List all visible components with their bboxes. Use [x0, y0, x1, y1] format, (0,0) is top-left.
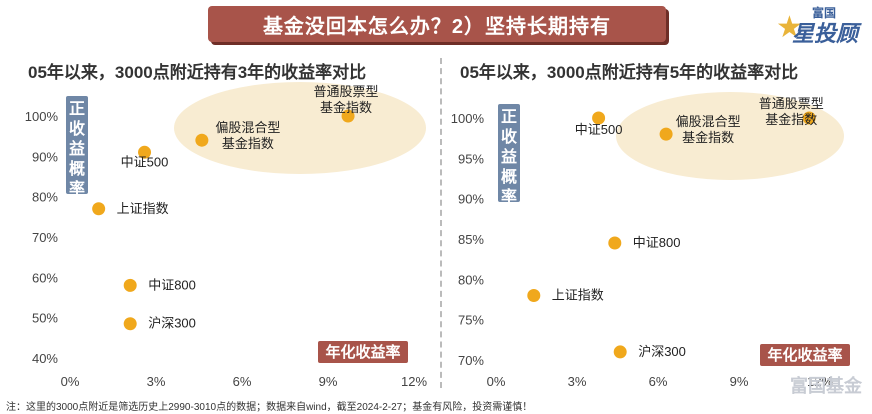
y-tick-label: 90% — [32, 149, 58, 164]
x-axis-label: 年化收益率 — [325, 343, 400, 361]
chart-divider — [440, 58, 442, 388]
data-point-label: 中证500 — [575, 122, 623, 137]
y-tick-label: 100% — [25, 109, 59, 124]
x-tick-label: 6% — [233, 374, 252, 389]
y-tick-label: 95% — [458, 151, 484, 166]
data-point-label: 中证800 — [148, 277, 196, 292]
chart-title-left: 05年以来，3000点附近持有3年的收益率对比 — [28, 63, 367, 82]
y-tick-label: 70% — [32, 230, 58, 245]
data-point — [659, 127, 673, 141]
data-point — [123, 278, 137, 292]
x-axis-label: 年化收益率 — [767, 346, 842, 364]
y-axis-label-box — [498, 104, 520, 202]
footnote: 注：这里的3000点附近是筛选历史上2990-3010点的数据；数据来自wind… — [6, 402, 533, 413]
data-point-label: 沪深300 — [148, 316, 196, 331]
data-point-label: 中证800 — [633, 235, 681, 250]
data-point — [613, 345, 627, 359]
y-axis-label: 正收益概率 — [69, 101, 85, 198]
logo-top-text: 富国 — [812, 6, 837, 20]
star-icon: ★ — [776, 11, 803, 44]
data-point — [592, 111, 606, 125]
data-point — [608, 236, 622, 250]
y-tick-label: 90% — [458, 192, 484, 207]
y-tick-label: 50% — [32, 311, 58, 326]
highlight-ellipse-0 — [174, 82, 426, 174]
x-tick-label: 0% — [61, 374, 80, 389]
y-tick-label: 60% — [32, 270, 58, 285]
data-point — [195, 133, 209, 147]
x-tick-label: 0% — [487, 374, 506, 389]
x-tick-label: 6% — [649, 374, 668, 389]
chart-title-right: 05年以来，3000点附近持有5年的收益率对比 — [460, 63, 799, 82]
data-point — [341, 109, 355, 123]
data-point — [527, 288, 541, 302]
y-tick-label: 80% — [32, 190, 58, 205]
data-point — [92, 202, 106, 216]
x-axis-label-box — [760, 344, 850, 366]
data-point-label: 上证指数 — [117, 201, 169, 216]
x-tick-label: 12% — [807, 374, 833, 389]
y-axis-label: 正收益概率 — [501, 109, 517, 206]
y-tick-label: 100% — [451, 111, 485, 126]
x-tick-label: 12% — [401, 374, 427, 389]
data-point — [123, 317, 137, 331]
brand-logo: ★ 富国 星投顾 — [776, 2, 868, 48]
data-point-label: 上证指数 — [552, 287, 604, 302]
data-point — [138, 145, 152, 159]
y-tick-label: 70% — [458, 353, 484, 368]
y-tick-label: 40% — [32, 351, 58, 366]
data-point-label: 普通股票型基金指数 — [759, 96, 824, 127]
y-tick-label: 85% — [458, 232, 484, 247]
data-point-label: 偏股混合型基金指数 — [215, 120, 280, 151]
watermark: 富国基金 — [790, 376, 862, 396]
data-point-label: 普通股票型基金指数 — [314, 84, 379, 115]
y-tick-label: 75% — [458, 313, 484, 328]
data-point-label: 沪深300 — [638, 344, 686, 359]
x-tick-label: 3% — [568, 374, 587, 389]
data-point — [802, 111, 816, 125]
logo-main-text: 星投顾 — [792, 21, 859, 46]
data-point-label: 偏股混合型基金指数 — [676, 114, 741, 145]
data-point-label: 中证500 — [121, 154, 169, 169]
x-tick-label: 9% — [730, 374, 749, 389]
x-tick-label: 9% — [319, 374, 338, 389]
y-axis-label-box — [66, 96, 88, 194]
x-tick-label: 3% — [147, 374, 166, 389]
banner-title: 基金没回本怎么办？2）坚持长期持有 — [208, 6, 666, 42]
y-tick-label: 80% — [458, 272, 484, 287]
highlight-ellipse-1 — [616, 92, 844, 180]
x-axis-label-box — [318, 341, 408, 363]
